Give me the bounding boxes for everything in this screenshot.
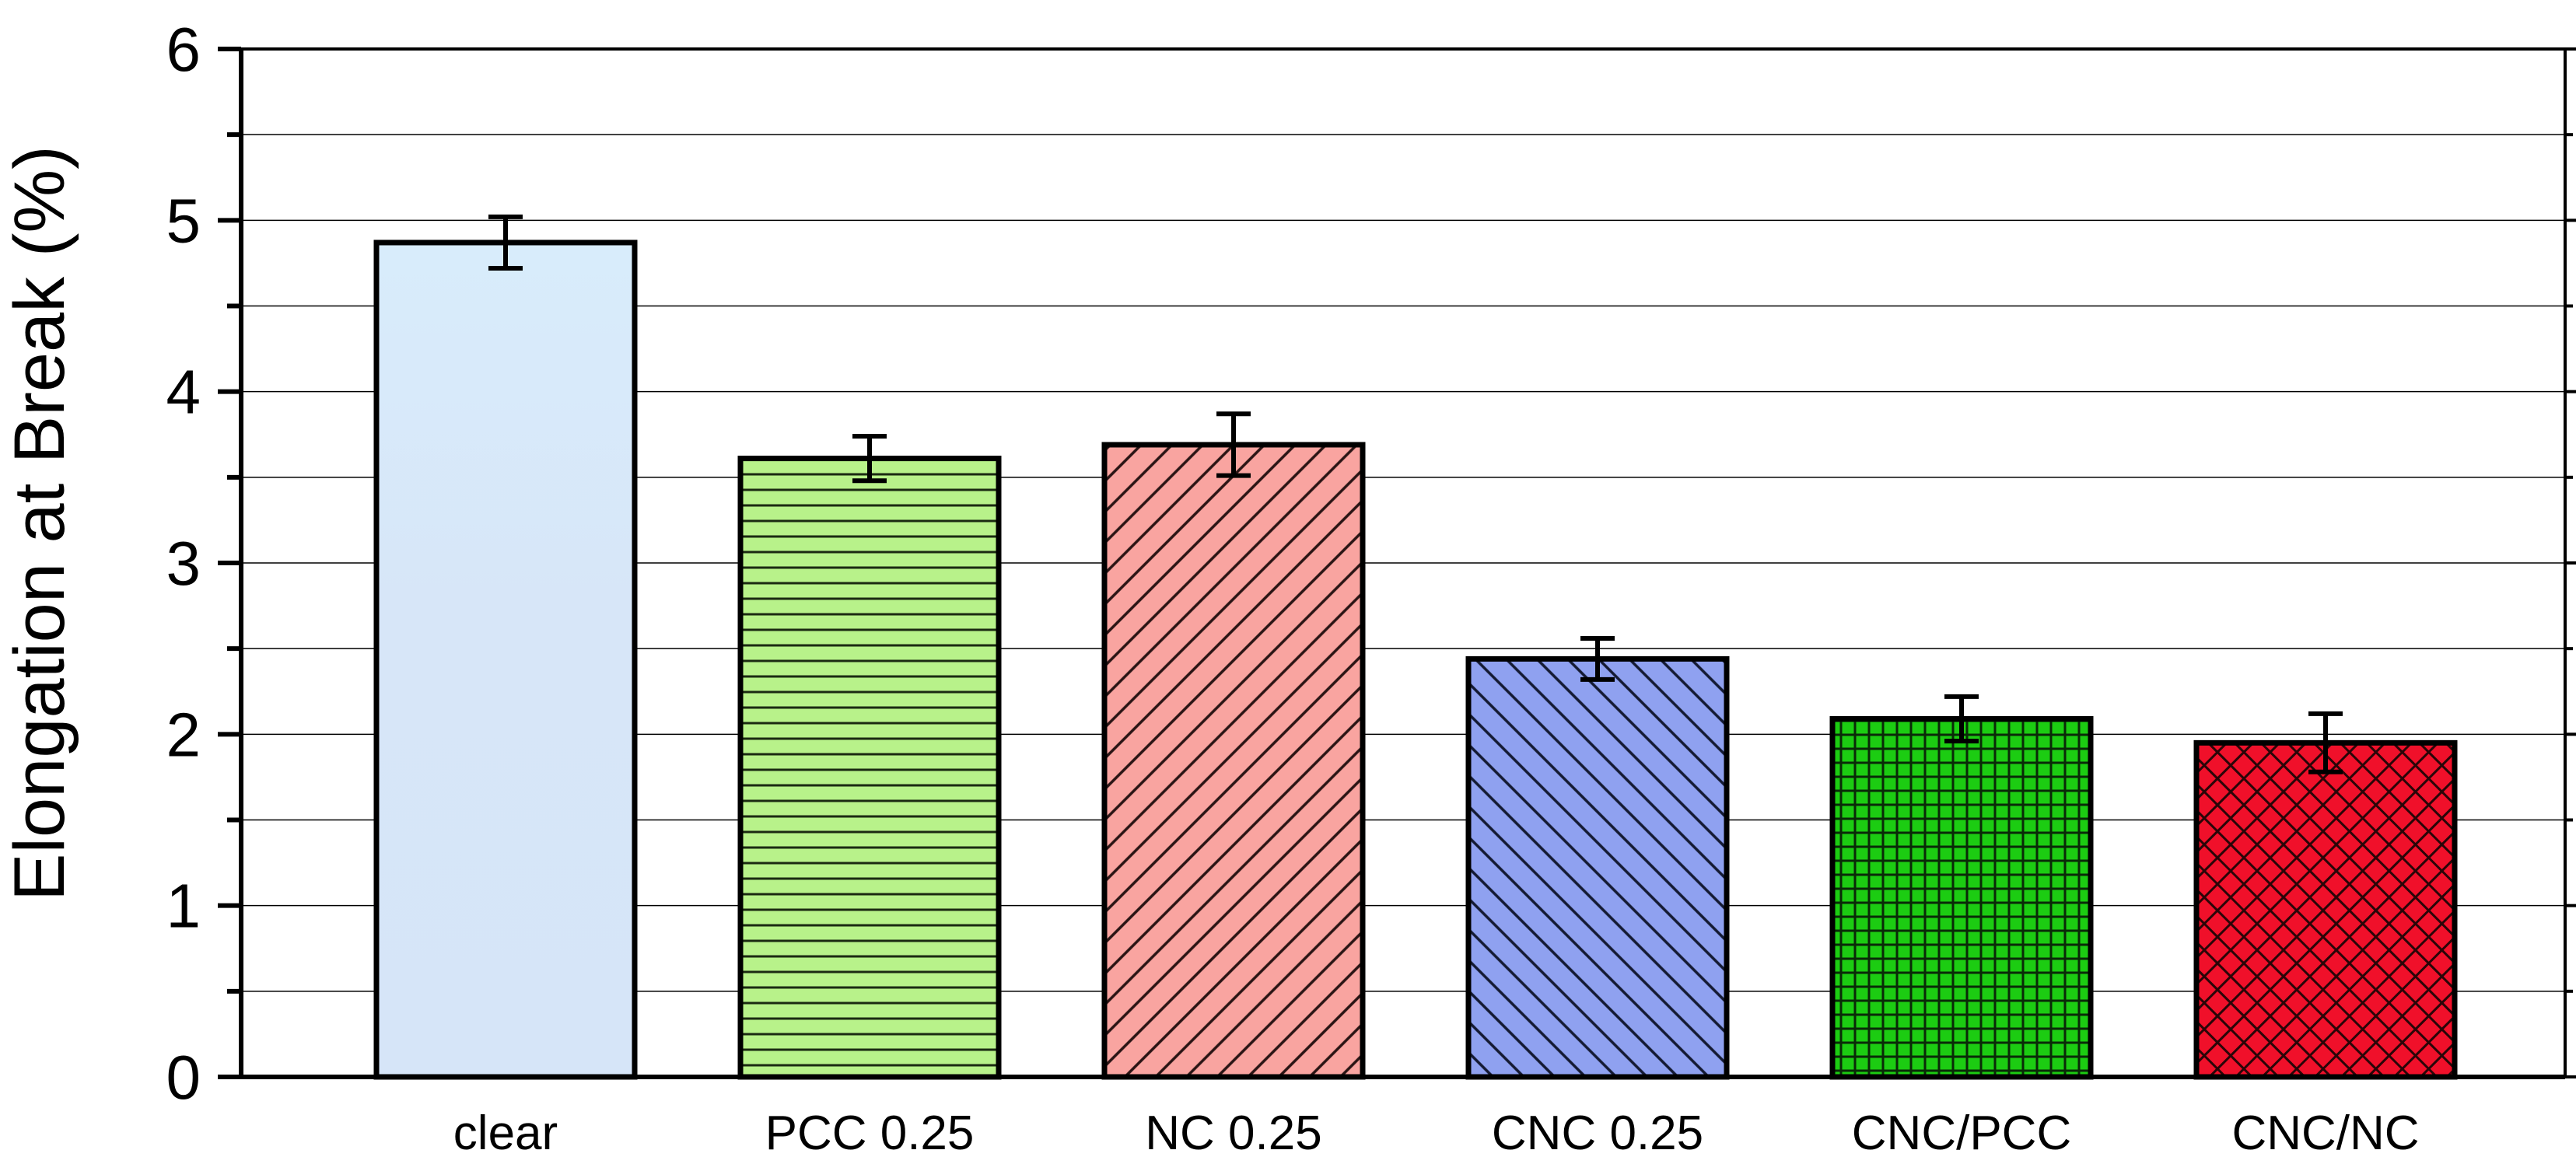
bar-cnc-pcc xyxy=(1829,716,2094,1080)
x-tick-label-cnc-pcc: CNC/PCC xyxy=(1852,1106,2071,1160)
y-tick-label: 6 xyxy=(166,15,201,84)
y-tick-label: 2 xyxy=(166,700,201,769)
y-tick-label: 1 xyxy=(166,872,201,941)
bar-nc-0-25 xyxy=(1101,442,1366,1080)
x-tick-label-nc-0-25: NC 0.25 xyxy=(1145,1106,1321,1160)
y-tick-label: 0 xyxy=(166,1043,201,1112)
x-tick-label-cnc-0-25: CNC 0.25 xyxy=(1492,1106,1703,1160)
x-tick-label-clear: clear xyxy=(453,1106,558,1160)
error-bar-cnc-0-25 xyxy=(1580,635,1615,682)
error-bar-nc-0-25 xyxy=(1216,411,1251,478)
error-bar-cnc-pcc xyxy=(1944,694,1979,744)
y-axis-label: Elongation at Break (%) xyxy=(0,145,79,901)
bar-pcc-0-25 xyxy=(737,456,1002,1080)
x-tick-label-pcc-0-25: PCC 0.25 xyxy=(765,1106,975,1160)
bar-cnc-0-25 xyxy=(1465,655,1730,1080)
error-bar-cnc-nc xyxy=(2308,711,2343,774)
y-tick-label: 4 xyxy=(166,358,201,427)
bar-cnc-nc xyxy=(2193,739,2458,1080)
error-bar-pcc-0-25 xyxy=(852,433,887,484)
y-tick-label: 5 xyxy=(166,186,201,255)
x-tick-label-cnc-nc: CNC/NC xyxy=(2231,1106,2419,1160)
axes: clear PCC 0.25 NC 0.25 CNC 0.25 CNC/PCC CNC/N… xyxy=(166,15,2576,1160)
bar-clear xyxy=(373,239,638,1080)
y-tick-label: 3 xyxy=(166,529,201,598)
bars xyxy=(373,214,2458,1080)
error-bar-clear xyxy=(488,214,523,271)
